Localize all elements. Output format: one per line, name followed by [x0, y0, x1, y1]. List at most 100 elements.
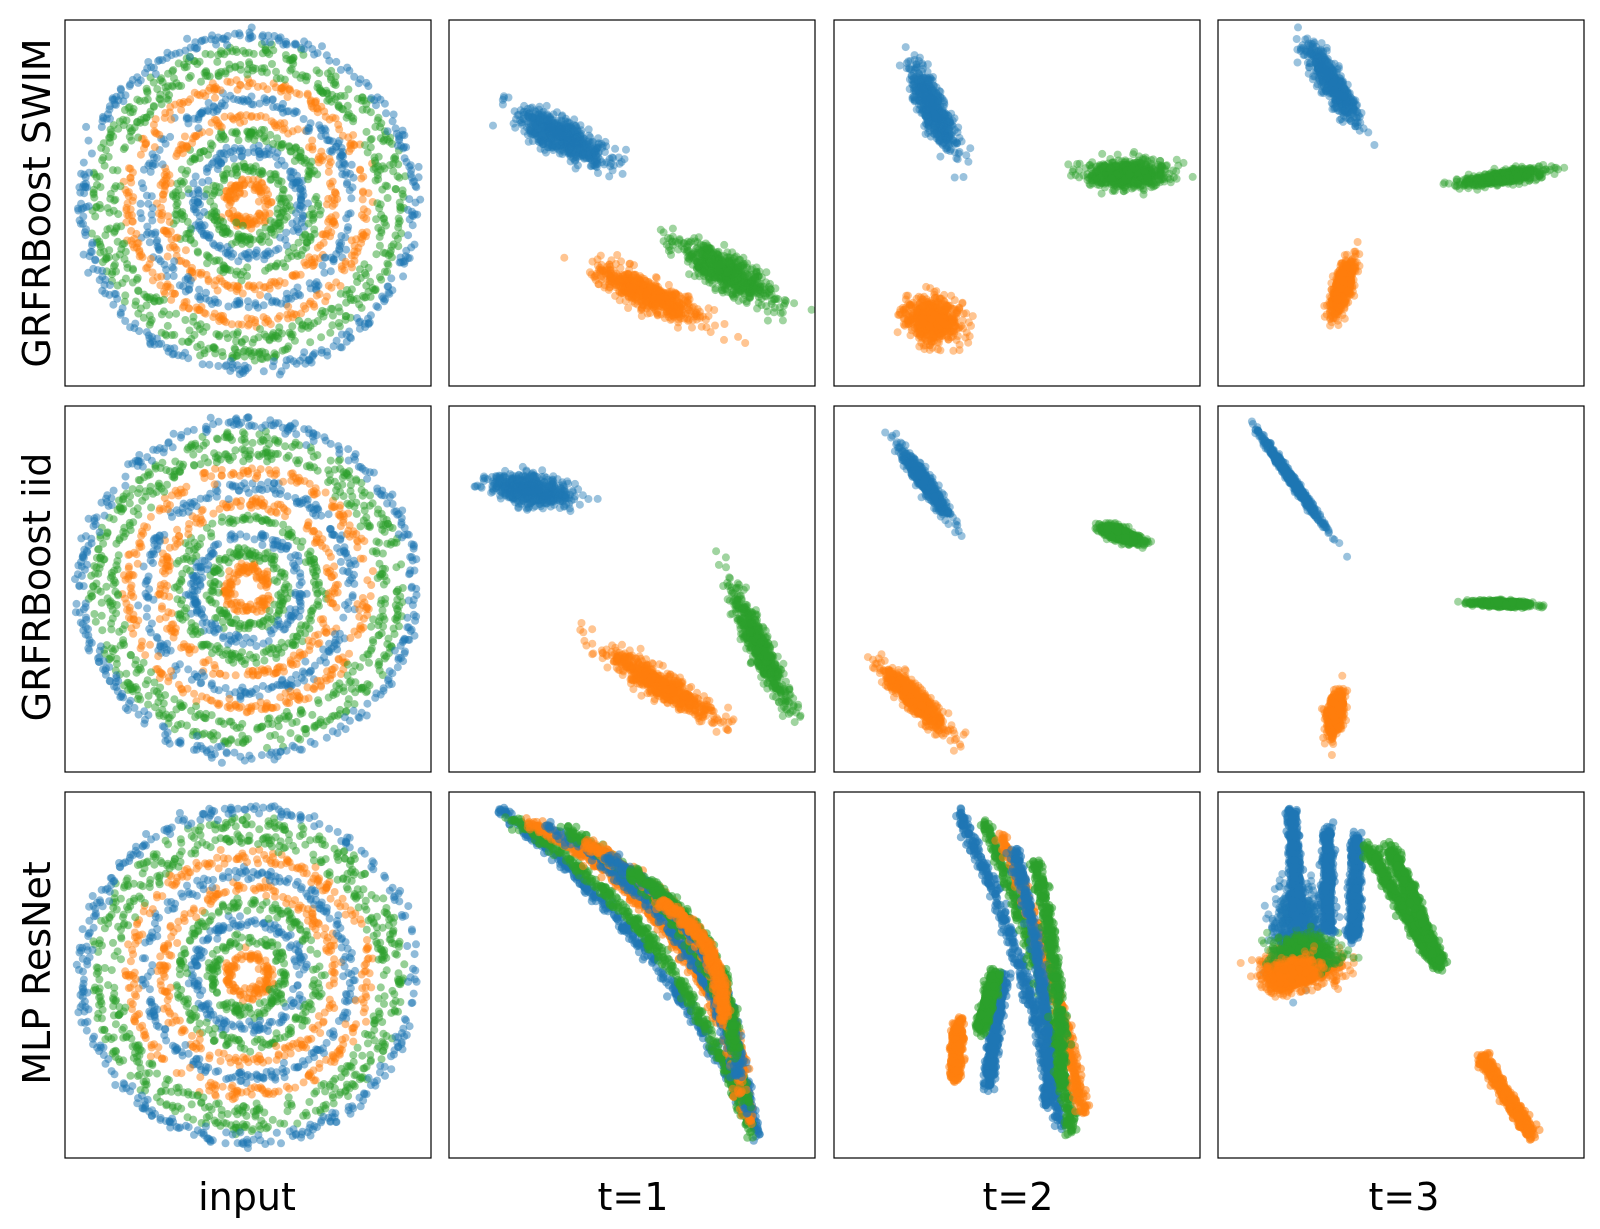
data-point [210, 685, 219, 694]
data-point [395, 173, 404, 182]
data-point [131, 660, 140, 669]
data-point [337, 670, 345, 678]
data-point [277, 367, 286, 376]
data-point [222, 969, 231, 978]
data-point [363, 474, 372, 483]
data-point [159, 505, 168, 514]
data-point [309, 452, 318, 461]
data-point [247, 421, 256, 430]
data-point [221, 553, 230, 562]
data-point [216, 102, 225, 111]
data-point [353, 536, 362, 545]
data-point [177, 575, 186, 584]
data-point [356, 522, 365, 531]
data-point [142, 191, 151, 200]
data-point [264, 914, 273, 923]
data-point [376, 570, 384, 579]
data-point [331, 188, 339, 197]
data-point [273, 438, 282, 447]
data-point [414, 173, 423, 182]
data-point [313, 504, 322, 513]
data-point [343, 286, 351, 294]
data-point [158, 602, 166, 611]
data-point [312, 66, 321, 75]
data-point [246, 446, 254, 455]
data-point [241, 737, 250, 746]
data-point [236, 922, 245, 931]
data-point [329, 80, 338, 88]
data-point [97, 611, 106, 620]
data-point [346, 634, 355, 642]
data-point [134, 133, 143, 142]
data-point [251, 494, 260, 503]
data-point [326, 476, 335, 485]
data-point [170, 473, 179, 482]
data-point [326, 328, 335, 337]
data-point [250, 356, 259, 365]
data-point [282, 228, 291, 237]
data-point [244, 918, 253, 927]
data-point [234, 257, 243, 266]
data-point [110, 227, 119, 236]
data-point [365, 318, 374, 327]
data-point [200, 453, 209, 462]
panel-grid [64, 19, 1585, 1159]
data-point [256, 325, 264, 334]
data-point [110, 196, 119, 205]
data-point [140, 707, 149, 716]
data-point [85, 646, 94, 655]
data-point [374, 303, 382, 312]
data-point [321, 488, 330, 497]
data-point [201, 658, 210, 667]
data-point [126, 696, 135, 705]
data-point [267, 683, 276, 692]
data-point [137, 641, 146, 650]
data-point [182, 721, 191, 730]
data-point [262, 699, 271, 708]
data-point [103, 204, 112, 213]
data-point [148, 150, 157, 159]
data-point [129, 592, 138, 601]
data-point [362, 100, 371, 109]
data-point [326, 456, 335, 465]
data-point [336, 147, 344, 156]
data-point [210, 567, 219, 576]
data-point [260, 330, 269, 339]
data-point [149, 489, 157, 498]
data-point [303, 238, 312, 247]
data-point [232, 516, 241, 525]
data-point [113, 687, 122, 696]
data-point [281, 51, 290, 60]
data-point [412, 612, 421, 621]
data-point [155, 615, 164, 624]
data-point [367, 135, 376, 143]
data-point [407, 166, 416, 175]
data-point [161, 691, 170, 700]
data-point [81, 532, 90, 541]
data-point [288, 741, 297, 750]
data-point [283, 492, 292, 501]
data-point [230, 534, 239, 543]
data-point [214, 588, 223, 597]
data-point [353, 543, 362, 552]
data-point [135, 451, 144, 459]
data-point [123, 678, 132, 687]
data-point [115, 503, 124, 512]
data-point [132, 668, 141, 677]
data-point [351, 450, 360, 459]
panel-r0-c0 [64, 19, 432, 387]
data-point [239, 640, 248, 649]
data-point [416, 195, 425, 204]
data-point [289, 651, 298, 660]
data-point [309, 490, 318, 499]
data-point [84, 631, 93, 640]
data-point [381, 595, 390, 603]
data-point [249, 670, 258, 679]
data-point [344, 85, 353, 94]
data-point [221, 67, 230, 76]
data-point [296, 185, 305, 193]
data-point [209, 542, 218, 551]
data-point [252, 1023, 260, 1032]
panel-points [71, 413, 421, 767]
data-point [365, 501, 374, 510]
